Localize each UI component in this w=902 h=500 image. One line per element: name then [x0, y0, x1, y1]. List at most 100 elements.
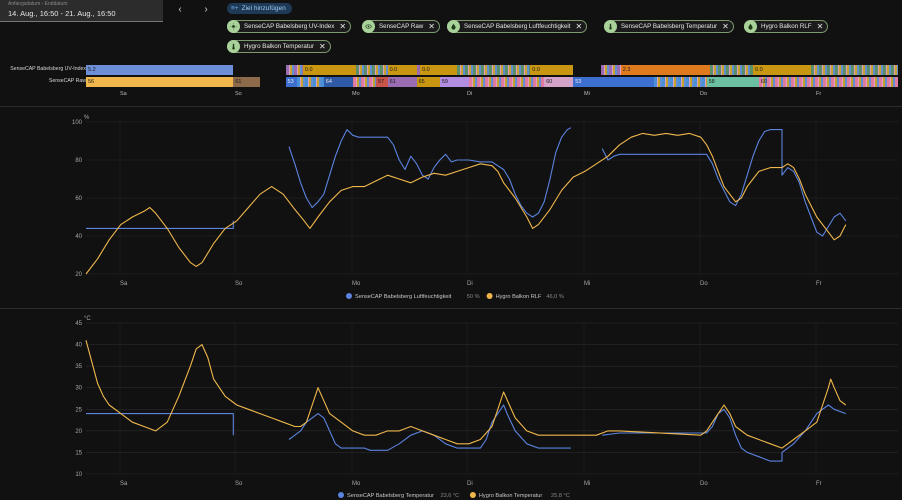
timeline-segment[interactable]: [654, 77, 707, 87]
series-line[interactable]: [85, 340, 847, 449]
close-icon[interactable]: ✕: [722, 21, 729, 31]
timeline-segment-value: 5.2: [88, 67, 96, 73]
x-tick-label: Sa: [120, 281, 128, 287]
timeline-segment-value: 0.0: [532, 67, 540, 73]
legend-item[interactable]: Hygro Balkon Temperatur 25,8 °C: [469, 492, 570, 499]
target-chip[interactable]: SenseCAP Babelsberg UV-Index ✕: [227, 20, 352, 33]
legend-item[interactable]: Hygro Balkon RLF 46,0 %: [486, 293, 564, 300]
legend-label: SenseCAP Babelsberg Temperatur: [347, 493, 434, 499]
timeline-segment[interactable]: [352, 77, 376, 87]
x-tick-label: Mo: [352, 281, 361, 287]
target-chip[interactable]: Hygro Balkon RLF ✕: [744, 20, 829, 33]
add-target-label: Ziel hinzufügen: [241, 5, 286, 12]
legend-value: 25,8 °C: [551, 493, 570, 499]
timeline-segment[interactable]: 64: [323, 77, 353, 87]
timeline-segment[interactable]: [468, 77, 545, 87]
checkbox-icon[interactable]: [346, 293, 352, 299]
checkbox-icon[interactable]: [469, 492, 476, 498]
timeline-segment[interactable]: 0.0: [387, 65, 417, 75]
target-chip[interactable]: Hygro Balkon Temperatur ✕: [227, 40, 331, 53]
timeline-segment[interactable]: 57: [376, 77, 388, 87]
legend-value: 50 %: [467, 294, 480, 300]
x-tick-label: Do: [700, 481, 708, 487]
y-tick-label: 30: [75, 386, 82, 392]
timeline-segment-value: 64: [325, 79, 332, 85]
y-tick-label: 80: [75, 158, 82, 164]
timeline-segment[interactable]: 0.0: [420, 65, 458, 75]
timeline-segment[interactable]: 58: [706, 77, 759, 87]
x-tick-label: Sa: [120, 481, 128, 487]
timeline-segment[interactable]: 0.0: [302, 65, 357, 75]
checkbox-icon[interactable]: [486, 293, 493, 299]
date-range-picker[interactable]: Anfangsdatum - Enddatum 14. Aug., 16:50 …: [0, 0, 163, 22]
chevron-left-icon[interactable]: ‹: [178, 4, 182, 15]
timeline-segment[interactable]: [710, 65, 753, 75]
timeline-segment-value: 53: [287, 79, 294, 85]
target-chip[interactable]: SenseCAP Babelsberg Luftfeuchtigkeit ✕: [447, 20, 588, 33]
legend-label: Hygro Balkon RLF: [496, 294, 542, 300]
timeline-day-label: Fr: [816, 91, 822, 97]
eye-icon: [362, 20, 375, 33]
legend-label: SenseCAP Babelsberg Luftfeuchtigkeit: [355, 294, 452, 300]
chevron-right-icon[interactable]: ›: [204, 4, 208, 15]
timeline-segment[interactable]: 0.0: [530, 65, 574, 75]
checkbox-icon[interactable]: [338, 492, 344, 498]
close-icon[interactable]: ✕: [339, 21, 347, 31]
close-icon[interactable]: ✕: [816, 21, 824, 31]
chip-label: Hygro Balkon RLF: [761, 23, 812, 30]
timeline-segment[interactable]: [601, 65, 621, 75]
timeline-segment[interactable]: 60: [758, 77, 898, 87]
timeline-segment[interactable]: [260, 77, 286, 87]
section-divider: [0, 106, 902, 107]
x-tick-label: Di: [467, 481, 473, 487]
y-tick-label: 100: [72, 120, 83, 126]
y-axis-unit: °C: [84, 316, 91, 322]
add-target-button[interactable]: ≡+ Ziel hinzufügen: [227, 3, 292, 14]
timeline-segment[interactable]: [811, 65, 898, 75]
close-icon[interactable]: ✕: [575, 21, 583, 31]
timeline-segment[interactable]: 59: [439, 77, 469, 87]
series-line[interactable]: [86, 127, 847, 237]
y-tick-label: 25: [75, 407, 82, 413]
timeline-segment-value: 0.0: [389, 67, 398, 73]
timeline-segment[interactable]: 60: [544, 77, 574, 87]
thermometer-icon: [604, 20, 617, 33]
timeline-day-label: So: [235, 91, 242, 97]
timeline-segment[interactable]: 65: [416, 77, 440, 87]
y-tick-label: 20: [75, 272, 82, 278]
legend-item[interactable]: SenseCAP Babelsberg Temperatur 23,6 °C: [338, 492, 459, 499]
timeline-segment[interactable]: 61: [233, 77, 260, 87]
x-tick-label: Mo: [352, 481, 361, 487]
target-chip[interactable]: SenseCAP Babelsberg Temperatur ✕: [604, 20, 734, 33]
timeline-segment[interactable]: [233, 65, 286, 75]
legend-item[interactable]: SenseCAP Babelsberg Luftfeuchtigkeit 50 %: [346, 293, 480, 300]
date-range-label: Anfangsdatum - Enddatum: [8, 1, 68, 7]
timeline-segment[interactable]: 53: [573, 77, 655, 87]
timeline-segment[interactable]: 61: [387, 77, 417, 87]
x-tick-label: So: [235, 281, 243, 287]
timeline-segment[interactable]: [573, 65, 602, 75]
close-icon[interactable]: ✕: [428, 21, 435, 31]
y-tick-label: 60: [75, 196, 82, 202]
timeline-segment[interactable]: 5.2: [86, 65, 234, 75]
timeline-segment[interactable]: 56: [86, 77, 234, 87]
target-chip[interactable]: SenseCAP Raw ✕: [362, 20, 440, 33]
x-tick-label: Do: [700, 281, 708, 287]
series-line[interactable]: [85, 132, 847, 275]
timeline-segment-value: 61: [389, 79, 396, 85]
timeline-segment-value: 53: [575, 79, 582, 85]
timeline-segment-value: 60: [546, 79, 553, 85]
timeline-segment[interactable]: [297, 77, 324, 87]
timeline-segment[interactable]: [457, 65, 531, 75]
timeline-segment[interactable]: 0.0: [753, 65, 811, 75]
timeline-segment[interactable]: [285, 65, 303, 75]
timeline-segment[interactable]: [356, 65, 388, 75]
timeline-segment[interactable]: 53: [285, 77, 298, 87]
timeline-segment[interactable]: 2.3: [620, 65, 711, 75]
timeline-segment-value: 57: [378, 79, 385, 85]
humidity-chart: 100 80 60 40 20% Sa So Mo Di Mi Do Fr SenseCAP Babel…: [72, 115, 898, 300]
close-icon[interactable]: ✕: [319, 41, 326, 51]
y-tick-label: 10: [75, 472, 82, 478]
timeline-segment[interactable]: [416, 65, 421, 75]
water-drop-icon: [447, 20, 460, 33]
